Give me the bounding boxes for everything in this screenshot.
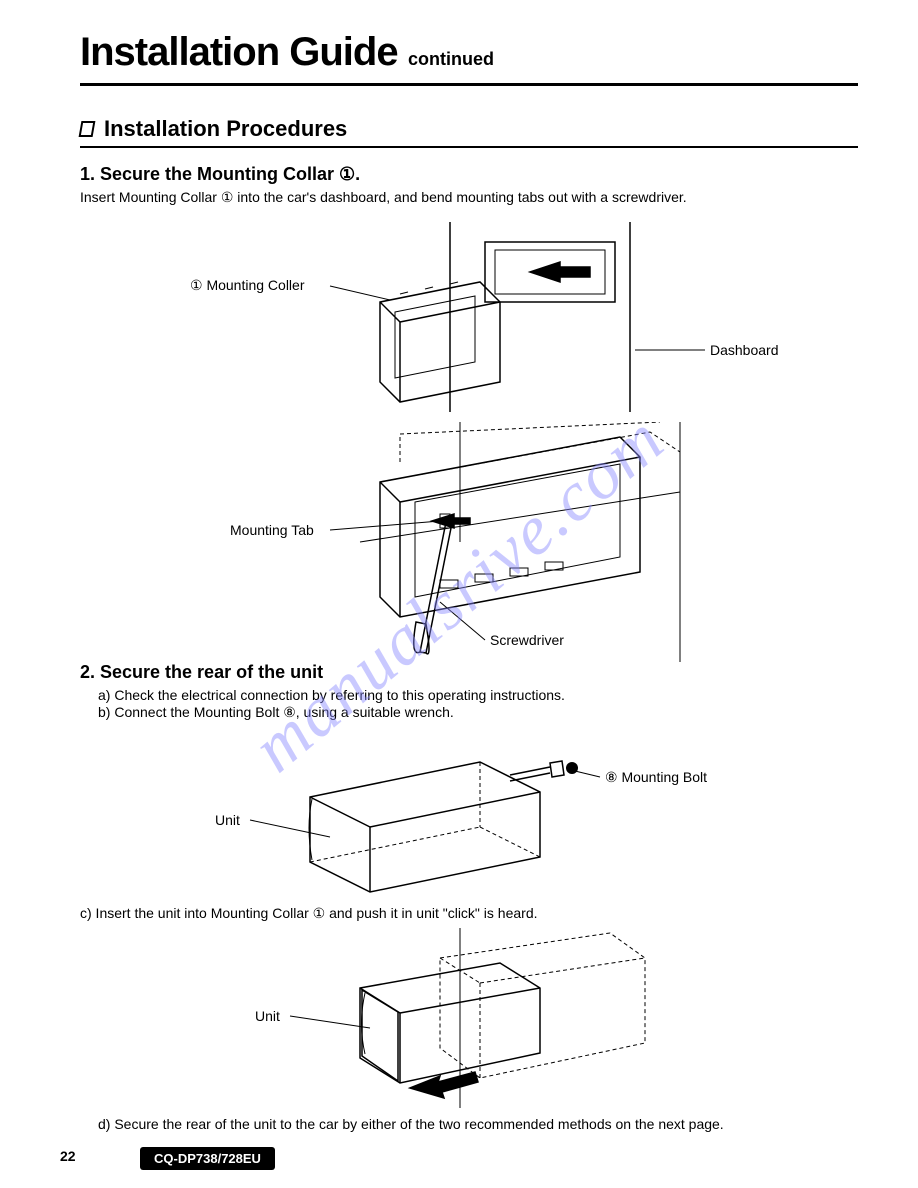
main-title: Installation Guide (80, 30, 398, 74)
model-tag: CQ-DP738/728EU (140, 1147, 275, 1170)
step1-body: Insert Mounting Collar ① into the car's … (80, 189, 858, 206)
step2-a: a) Check the electrical connection by re… (98, 687, 858, 703)
continued-label: continued (408, 49, 494, 69)
figure-2: Mounting Tab Screwdriver (80, 422, 858, 662)
figure-1-svg (80, 212, 860, 422)
step2-c: c) Insert the unit into Mounting Collar … (80, 905, 858, 922)
step2-b: b) Connect the Mounting Bolt ⑧, using a … (98, 704, 858, 721)
figure-4: Unit (80, 928, 858, 1108)
section-heading: Installation Procedures (80, 116, 858, 148)
label-screwdriver: Screwdriver (490, 632, 564, 648)
label-mounting-tab: Mounting Tab (230, 522, 314, 538)
figure-1: ① Mounting Coller Dashboard (80, 212, 858, 422)
label-unit-1: Unit (215, 812, 240, 828)
step1-title: 1. Secure the Mounting Collar ①. (80, 164, 858, 185)
label-mounting-bolt: ⑧ Mounting Bolt (605, 769, 707, 786)
section-title: Installation Procedures (104, 116, 347, 142)
label-dashboard: Dashboard (710, 342, 779, 358)
step2-ab: a) Check the electrical connection by re… (80, 687, 858, 721)
step2-d: d) Secure the rear of the unit to the ca… (80, 1116, 858, 1132)
figure-3: Unit ⑧ Mounting Bolt (80, 727, 858, 897)
figure-4-svg (80, 928, 860, 1108)
square-bullet-icon (79, 121, 96, 137)
label-mounting-coller: ① Mounting Coller (190, 277, 305, 294)
figure-3-svg (80, 727, 860, 897)
header-rule (80, 83, 858, 86)
label-unit-2: Unit (255, 1008, 280, 1024)
step2-title: 2. Secure the rear of the unit (80, 662, 858, 683)
page-number: 22 (60, 1148, 76, 1164)
figure-2-svg (80, 422, 860, 662)
header: Installation Guide continued (80, 30, 858, 75)
